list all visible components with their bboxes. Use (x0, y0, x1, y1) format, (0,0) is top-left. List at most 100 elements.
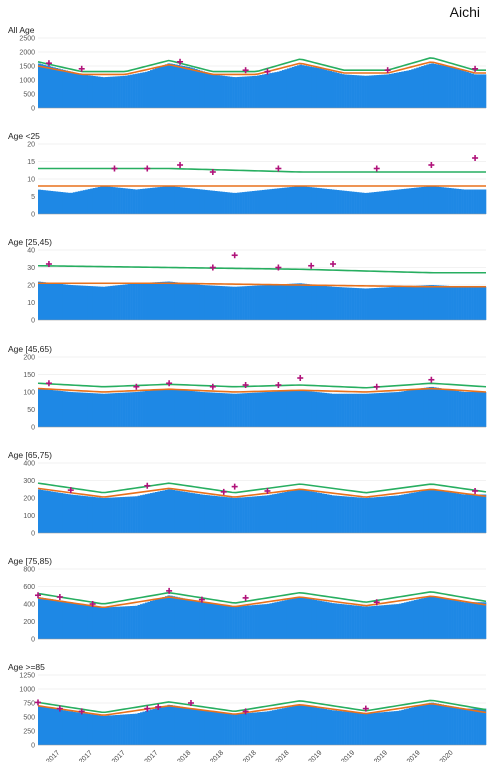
observed-bar (127, 75, 131, 108)
observed-bar (396, 604, 400, 639)
y-tick-label: 100 (23, 390, 35, 397)
observed-bar (466, 392, 469, 427)
observed-bar (448, 187, 452, 214)
observed-bar (456, 68, 459, 108)
observed-bar (264, 74, 268, 108)
observed-bar (222, 75, 225, 108)
x-tick-label: Jun 2018 (200, 749, 225, 762)
observed-bar (476, 494, 479, 533)
observed-bar (438, 704, 442, 745)
observed-bar (152, 187, 156, 214)
y-tick-label: 20 (27, 283, 35, 290)
observed-bar (406, 70, 410, 108)
observed-bar (120, 714, 123, 745)
y-tick-label: 0 (31, 637, 35, 644)
observed-bar (476, 602, 479, 639)
observed-bar (473, 286, 477, 320)
observed-bar (453, 493, 457, 533)
observed-bar (393, 72, 397, 108)
observed-bar (443, 388, 447, 427)
observed-bar (242, 713, 245, 745)
observed-bar (70, 602, 74, 639)
observed-bar (406, 493, 410, 533)
observed-bar (65, 493, 69, 533)
observed-bar (481, 602, 484, 639)
observed-bar (174, 596, 178, 639)
observed-bar (227, 497, 230, 533)
observed-bar (294, 66, 298, 108)
observed-bar (182, 707, 186, 745)
observed-bar (431, 186, 435, 214)
observed-bar (142, 391, 146, 427)
observed-bar (296, 65, 300, 108)
observed-bar (189, 390, 193, 427)
observed-bar (70, 711, 74, 745)
observed-bar (371, 497, 375, 533)
observed-bar (100, 393, 104, 427)
observed-bar (423, 387, 427, 427)
observed-bar (413, 492, 417, 533)
observed-bar (446, 705, 449, 745)
observed-bar (406, 286, 410, 320)
observed-bar (239, 192, 243, 214)
observed-bar (50, 708, 54, 745)
observed-bar (55, 708, 59, 745)
observed-bar (207, 495, 211, 533)
observed-bar (386, 711, 390, 745)
observed-bar (122, 714, 126, 745)
observed-bar (416, 388, 420, 427)
observed-bar (281, 70, 285, 108)
observed-bar (52, 491, 56, 533)
observed-bar (110, 607, 113, 639)
observed-bar (77, 495, 81, 533)
observed-bar (306, 490, 310, 533)
observed-bar (458, 286, 462, 320)
observed-bar (212, 190, 216, 214)
observed-bar (107, 715, 111, 745)
observed-bar (62, 391, 66, 427)
observed-bar (344, 287, 347, 320)
observed-bar (259, 604, 263, 639)
observed-bar (249, 76, 253, 108)
observed-bar (306, 284, 310, 320)
y-tick-label: 0 (31, 106, 35, 113)
observed-bar (443, 285, 447, 320)
observed-bar (316, 68, 320, 108)
observed-bar (471, 73, 474, 108)
observed-bar (117, 392, 121, 427)
observed-bar (127, 392, 131, 427)
observed-bar (466, 494, 469, 533)
observed-bar (369, 606, 372, 639)
observed-bar (154, 282, 158, 320)
observed-bar (381, 712, 385, 745)
observed-bar (159, 597, 163, 639)
observed-bar (431, 596, 435, 639)
observed-bar (321, 188, 325, 214)
observed-bar (289, 390, 293, 427)
observed-bar (356, 75, 360, 108)
threshold-line (37, 482, 487, 494)
observed-bar (117, 285, 121, 320)
observed-bar (227, 713, 230, 745)
observed-bar (40, 388, 44, 427)
observed-bar (112, 285, 116, 320)
observed-bar (336, 393, 340, 427)
observed-bar (483, 494, 487, 533)
observed-bar (371, 192, 375, 214)
observed-bar (202, 602, 206, 639)
observed-bar (314, 67, 318, 108)
observed-bar (207, 711, 211, 745)
observed-bar (167, 63, 171, 108)
observed-bar (192, 68, 196, 108)
observed-bar (478, 494, 482, 533)
observed-bar (247, 496, 250, 533)
observed-bar (271, 391, 275, 427)
observed-bar (436, 703, 440, 745)
observed-bar (145, 390, 148, 427)
observed-bar (142, 188, 146, 214)
observed-bar (428, 285, 432, 320)
observed-bar (72, 392, 76, 427)
observed-bar (242, 286, 245, 320)
observed-bar (204, 392, 208, 427)
observed-bar (117, 497, 121, 533)
